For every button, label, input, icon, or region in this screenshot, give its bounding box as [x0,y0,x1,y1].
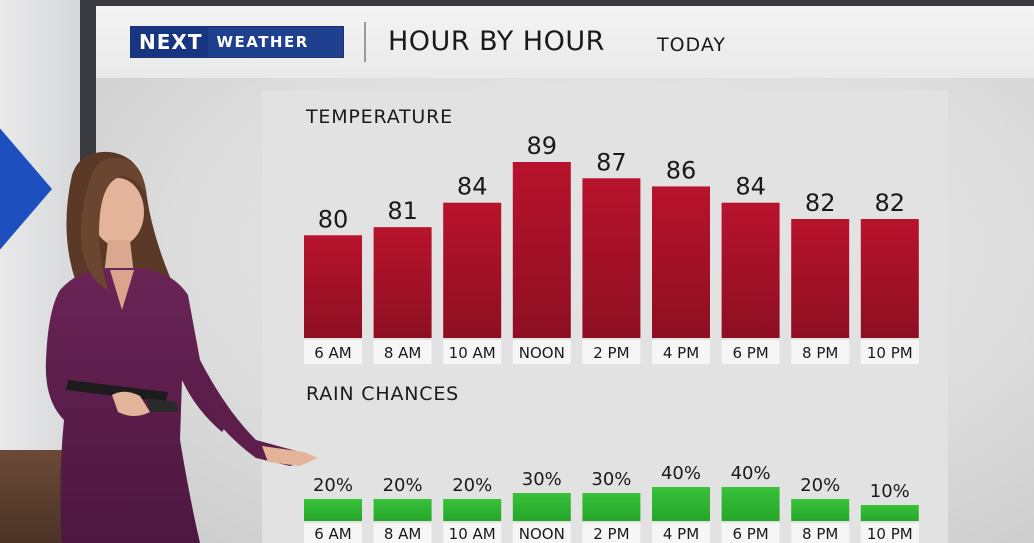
temperature-bar [443,202,502,338]
tick-label-background [304,340,362,364]
rain-title: RAIN CHANCES [306,383,459,405]
tick-label-background [443,340,502,364]
rain-value-label: 20% [383,475,423,496]
rain-value-label: 20% [313,475,353,496]
rain-tick-label: 4 PM [663,525,699,543]
tick-label-background [373,523,432,543]
rain-tick-label: 10 AM [449,525,496,543]
rain-value-label: 30% [522,469,562,490]
page-subtitle: TODAY [657,34,726,56]
rain-value-label: 40% [661,463,701,484]
temperature-value-label: 86 [666,156,697,184]
tick-label-background [443,523,502,543]
tick-label-background [512,523,571,543]
rain-bar [512,493,571,521]
logo-weather-text: WEATHER [216,33,309,51]
temperature-tick-label: 6 PM [732,344,768,362]
temperature-bar [721,202,780,338]
temperature-bar [304,235,362,338]
temperature-bar [652,186,710,338]
rain-bar [721,487,780,521]
header-bar: NEXT WEATHER HOUR BY HOUR TODAY [96,6,1034,78]
studio-desk [0,450,96,543]
tick-label-background [582,340,641,364]
rain-tick-label: 2 PM [593,525,629,543]
logo-next-text: NEXT [131,27,209,57]
header-divider [364,22,366,62]
rain-value-label: 40% [731,463,771,484]
rain-tick-label: NOON [519,525,565,543]
tick-label-background [791,523,850,543]
temperature-bar [791,219,850,338]
tick-label-background [652,340,710,364]
rain-bar [373,499,432,521]
tick-label-background [721,340,780,364]
tick-label-background [721,523,780,543]
tick-label-background [860,523,919,543]
temperature-tick-label: 6 AM [314,344,352,362]
temperature-tick-label: 10 AM [449,344,496,362]
tick-label-background [860,340,919,364]
forecast-charts: 80 6 AM 81 8 AM 84 10 AM 89 NOON 87 2 PM 86 4 PM 84 6… [304,132,919,543]
temperature-bar [860,219,919,338]
rain-tick-label: 6 AM [314,525,352,543]
rain-value-label: 30% [591,469,631,490]
rain-tick-label: 8 AM [384,525,422,543]
temperature-tick-label: 8 AM [384,344,422,362]
rain-bar [443,499,502,521]
rain-bar [652,487,710,521]
temperature-tick-label: 4 PM [663,344,699,362]
weather-display: NEXT WEATHER HOUR BY HOUR TODAY TEMPERAT… [96,6,1034,543]
temperature-tick-label: NOON [519,344,565,362]
tick-label-background [652,523,710,543]
temperature-value-label: 81 [387,197,418,225]
rain-tick-label: 8 PM [802,525,838,543]
temperature-bar [512,162,571,338]
arrow-decoration-icon [0,105,52,273]
temperature-tick-label: 10 PM [867,344,913,362]
rain-bar [582,493,641,521]
temperature-value-label: 82 [875,189,906,217]
tick-label-background [791,340,850,364]
rain-bar [860,505,919,521]
tick-label-background [304,523,362,543]
tick-label-background [512,340,571,364]
temperature-value-label: 84 [735,173,766,201]
temperature-title: TEMPERATURE [306,106,453,128]
rain-bar [791,499,850,521]
page-title: HOUR BY HOUR [388,26,605,57]
tick-label-background [582,523,641,543]
temperature-bar [373,227,432,338]
tick-label-background [373,340,432,364]
station-logo: NEXT WEATHER [130,26,344,58]
temperature-value-label: 82 [805,189,836,217]
rain-tick-label: 6 PM [732,525,768,543]
rain-bar [304,499,362,521]
temperature-value-label: 84 [457,173,488,201]
temperature-value-label: 80 [318,205,349,233]
rain-value-label: 20% [452,475,492,496]
rain-tick-label: 10 PM [867,525,913,543]
temperature-value-label: 87 [596,148,627,176]
temperature-tick-label: 2 PM [593,344,629,362]
temperature-value-label: 89 [527,132,558,160]
temperature-tick-label: 8 PM [802,344,838,362]
rain-value-label: 10% [870,481,910,502]
rain-value-label: 20% [800,475,840,496]
forecast-panel: TEMPERATURE RAIN CHANCES 80 6 AM 81 8 AM 84 1… [262,90,948,543]
temperature-bar [582,178,641,338]
